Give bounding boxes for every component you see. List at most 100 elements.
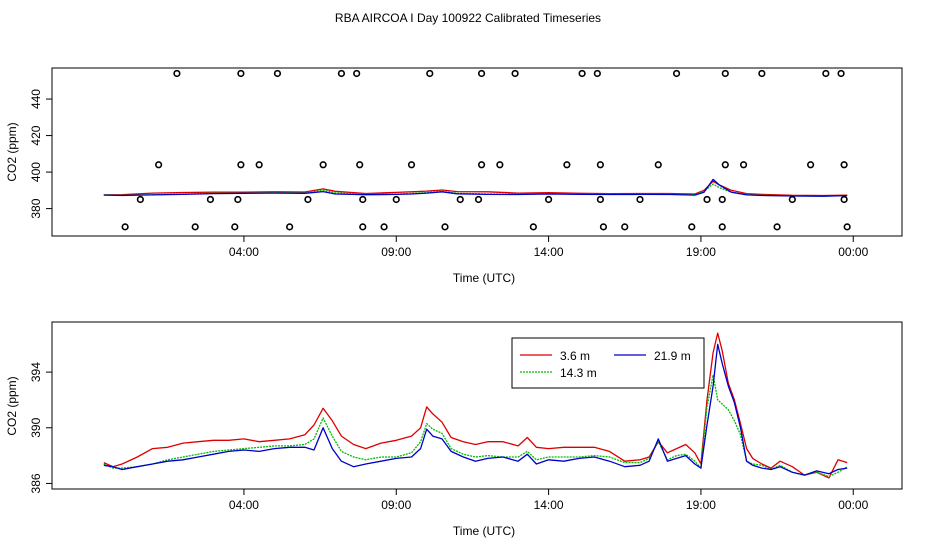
bottom-series-lines <box>103 332 848 479</box>
top-calibration-point <box>688 223 696 231</box>
legend-label-14-3m: 14.3 m <box>560 366 597 380</box>
top-calibration-point <box>441 223 449 231</box>
top-calibration-point <box>231 223 239 231</box>
top-calibration-point <box>286 223 294 231</box>
top-x-tick-label: 04:00 <box>229 245 259 259</box>
top-calibration-point <box>837 69 845 78</box>
top-calibration-point <box>529 223 537 231</box>
top-calibration-point <box>477 161 486 169</box>
top-calibration-point <box>672 69 681 78</box>
top-calibration-point <box>121 223 129 231</box>
top-calibration-point <box>563 161 571 169</box>
bottom-plot-frame <box>51 321 903 490</box>
legend-box <box>511 337 705 389</box>
top-calibration-point <box>840 195 848 204</box>
top-calibration-point <box>237 69 245 78</box>
bottom-x-tick-label: 19:00 <box>686 498 716 512</box>
top-series-lines <box>103 178 848 197</box>
top-calibration-point <box>511 69 519 78</box>
bottom-y-axis-label: CO2 (ppm) <box>5 376 19 435</box>
bottom-x-tick-label: 09:00 <box>381 498 411 512</box>
top-calibration-point <box>359 195 367 204</box>
top-calibration-point <box>337 69 346 78</box>
top-calibration-point <box>788 195 796 204</box>
top-calibration-point <box>593 69 601 78</box>
top-calibration-point <box>718 195 726 204</box>
top-calibration-point <box>578 69 586 78</box>
top-calibration-point <box>596 161 604 169</box>
top-calibration-point <box>380 223 388 231</box>
top-calibration-point <box>356 161 364 169</box>
bottom-series-line-14-3-m <box>103 374 848 478</box>
legend: 3.6 m 21.9 m 14.3 m <box>511 337 705 389</box>
top-calibration-point <box>155 161 163 169</box>
top-calibration-point <box>773 223 781 231</box>
top-calibration-point <box>191 223 199 231</box>
bottom-x-ticks: 04:00 09:00 14:00 19:00 00:00 <box>229 489 869 512</box>
bottom-y-ticks: 386 390 394 <box>29 362 52 493</box>
top-calibration-point <box>721 161 729 169</box>
top-calibration-point <box>621 223 629 231</box>
top-y-tick-label: 380 <box>29 198 43 218</box>
top-calibration-point <box>822 69 830 78</box>
top-calibration-point <box>477 69 486 78</box>
legend-label-21-9m: 21.9 m <box>654 349 691 363</box>
top-x-tick-label: 19:00 <box>686 245 716 259</box>
top-calibration-point <box>721 69 729 78</box>
top-calibration-point <box>843 223 851 231</box>
top-calibration-point <box>206 195 215 204</box>
top-calibration-point <box>636 195 644 204</box>
top-y-tick-label: 440 <box>29 89 43 109</box>
top-calibration-point <box>496 161 504 169</box>
top-calibration-point <box>807 161 815 169</box>
top-y-tick-label: 420 <box>29 125 43 145</box>
bottom-y-tick-label: 394 <box>29 362 43 382</box>
top-y-axis-label: CO2 (ppm) <box>5 122 19 181</box>
top-calibration-point <box>718 223 726 231</box>
top-series-line-21-9-m <box>103 178 848 197</box>
bottom-series-line-21-9-m <box>103 343 848 476</box>
top-calibration-point <box>407 161 416 169</box>
top-calibration-point <box>758 69 766 78</box>
top-x-tick-label: 14:00 <box>534 245 564 259</box>
top-calibration-points <box>121 69 851 231</box>
top-chart: 04:00 09:00 14:00 19:00 00:00 380 400 420 440 T… <box>5 67 903 285</box>
top-calibration-point <box>840 161 848 169</box>
bottom-chart: 04:00 09:00 14:00 19:00 00:00 386 390 394 Time… <box>5 321 903 538</box>
top-calibration-point <box>234 195 242 204</box>
top-x-ticks: 04:00 09:00 14:00 19:00 00:00 <box>229 236 869 259</box>
bottom-y-tick-label: 390 <box>29 417 43 437</box>
top-calibration-point <box>255 161 263 169</box>
top-calibration-point <box>474 195 483 204</box>
top-x-tick-label: 09:00 <box>381 245 411 259</box>
top-calibration-point <box>237 161 245 169</box>
top-calibration-point <box>544 195 553 204</box>
bottom-y-tick-label: 386 <box>29 473 43 493</box>
top-calibration-point <box>273 69 282 78</box>
top-y-ticks: 380 400 420 440 <box>29 89 52 219</box>
top-calibration-point <box>426 69 434 78</box>
bottom-x-tick-label: 14:00 <box>534 498 564 512</box>
top-calibration-point <box>359 223 367 231</box>
top-calibration-point <box>703 195 711 204</box>
top-calibration-point <box>136 195 144 204</box>
top-calibration-point <box>392 195 400 204</box>
top-plot-frame <box>51 67 903 237</box>
top-calibration-point <box>599 223 608 231</box>
top-calibration-point <box>304 195 312 204</box>
bottom-x-tick-label: 04:00 <box>229 498 259 512</box>
top-x-tick-label: 00:00 <box>838 245 868 259</box>
figure-title: RBA AIRCOA I Day 100922 Calibrated Times… <box>335 11 601 25</box>
bottom-series-line-3-6-m <box>103 332 848 479</box>
top-calibration-point <box>739 161 748 169</box>
top-y-tick-label: 400 <box>29 162 43 182</box>
top-calibration-point <box>353 69 361 78</box>
top-calibration-point <box>456 195 464 204</box>
top-calibration-point <box>173 69 181 78</box>
legend-label-3-6m: 3.6 m <box>560 349 590 363</box>
top-series-line-3-6-m <box>103 180 848 197</box>
bottom-x-axis-label: Time (UTC) <box>453 524 515 538</box>
top-calibration-point <box>319 161 327 169</box>
bottom-x-tick-label: 00:00 <box>838 498 868 512</box>
